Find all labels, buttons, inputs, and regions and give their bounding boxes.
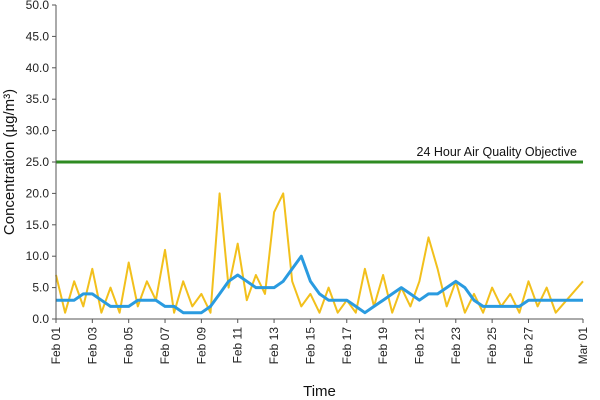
- x-axis-ticks: Feb 01 Feb 03 Feb 05 Feb 07 Feb 09 Feb 11 Feb …: [49, 319, 590, 364]
- daily-mean-series-line: [56, 254, 583, 315]
- y-tick-label: 45.0: [26, 29, 50, 43]
- x-tick-label: Feb 09: [194, 327, 208, 365]
- y-tick-label: 25.0: [26, 155, 50, 169]
- x-tick-label: Feb 07: [158, 327, 172, 365]
- plot-area: 24 Hour Air Quality Objective: [55, 145, 584, 315]
- x-tick-label: Feb 19: [376, 327, 390, 365]
- y-axis-ticks: 0.0 5.0 10.0 15.0 20.0 25.0 30.0 35.0 40.0 45.0 50…: [26, 0, 56, 326]
- y-tick-label: 35.0: [26, 92, 50, 106]
- y-tick-label: 50.0: [26, 0, 50, 12]
- y-tick-label: 5.0: [32, 281, 49, 295]
- y-tick-label: 15.0: [26, 218, 50, 232]
- x-tick-label: Feb 11: [231, 327, 245, 364]
- x-tick-label: Feb 25: [485, 327, 499, 365]
- y-tick-label: 10.0: [26, 249, 50, 263]
- y-tick-label: 0.0: [32, 312, 49, 326]
- x-tick-label: Feb 05: [122, 327, 136, 365]
- y-tick-label: 40.0: [26, 61, 50, 75]
- y-axis-title: Concentration (µg/m³): [1, 89, 18, 235]
- x-tick-label: Feb 01: [49, 327, 63, 365]
- x-axis-title: Time: [303, 383, 336, 400]
- hourly-series-line: [55, 192, 584, 314]
- x-tick-label: Feb 13: [267, 327, 281, 365]
- y-tick-label: 30.0: [26, 124, 50, 138]
- y-tick-label: 20.0: [26, 186, 50, 200]
- x-tick-label: Feb 03: [85, 327, 99, 365]
- series-layer: [55, 192, 584, 315]
- x-tick-label: Feb 21: [412, 327, 426, 365]
- x-tick-label: Feb 23: [449, 327, 463, 365]
- x-tick-label: Feb 15: [303, 327, 317, 365]
- x-tick-label: Mar 01: [576, 327, 590, 365]
- x-tick-label: Feb 17: [340, 327, 354, 365]
- objective-label: 24 Hour Air Quality Objective: [417, 145, 578, 159]
- x-tick-label: Feb 27: [521, 327, 535, 365]
